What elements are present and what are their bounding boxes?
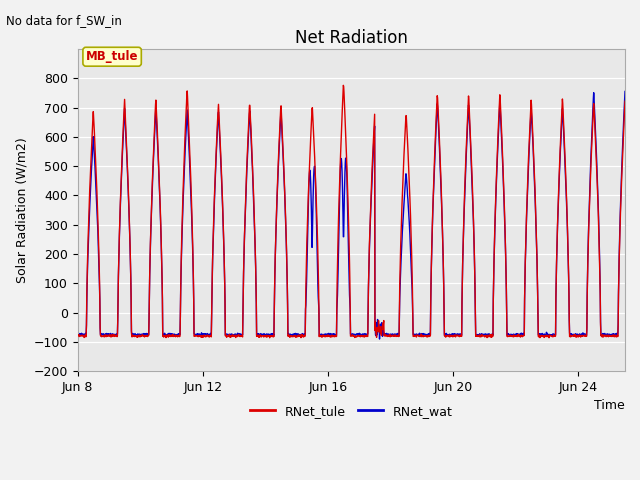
Text: No data for f_SW_in: No data for f_SW_in [6,14,122,27]
Text: MB_tule: MB_tule [86,50,138,63]
X-axis label: Time: Time [595,399,625,412]
Title: Net Radiation: Net Radiation [295,29,408,48]
Y-axis label: Solar Radiation (W/m2): Solar Radiation (W/m2) [15,137,28,283]
Legend: RNet_tule, RNet_wat: RNet_tule, RNet_wat [244,400,458,423]
